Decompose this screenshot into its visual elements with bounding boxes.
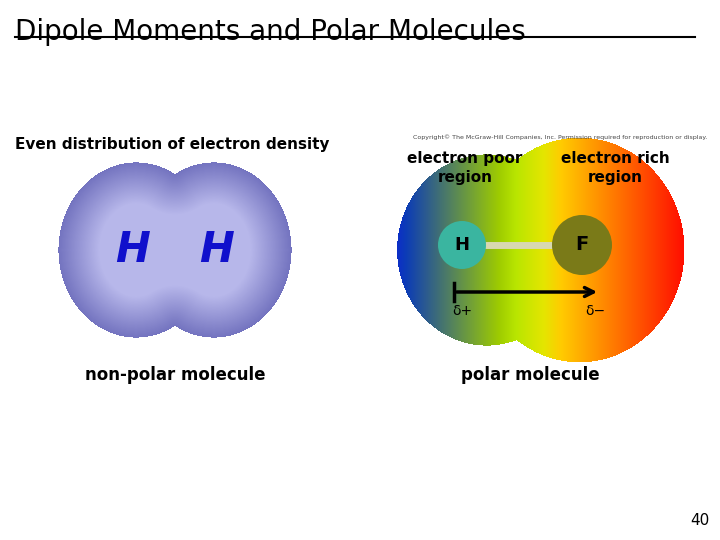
Text: Dipole Moments and Polar Molecules: Dipole Moments and Polar Molecules (15, 18, 526, 46)
Text: F: F (575, 235, 589, 254)
Text: H: H (199, 229, 235, 271)
Text: δ+: δ+ (452, 304, 472, 318)
Text: 40: 40 (690, 513, 710, 528)
Text: polar molecule: polar molecule (461, 366, 599, 384)
Circle shape (438, 221, 486, 269)
Text: electron rich
region: electron rich region (561, 151, 670, 185)
Text: H: H (116, 229, 150, 271)
Text: electron poor
region: electron poor region (408, 151, 523, 185)
Text: H: H (454, 236, 469, 254)
Text: Even distribution of electron density: Even distribution of electron density (15, 138, 330, 152)
Text: Copyright© The McGraw-Hill Companies, Inc. Permission required for reproduction : Copyright© The McGraw-Hill Companies, In… (413, 134, 707, 140)
Text: δ−: δ− (585, 304, 605, 318)
Circle shape (552, 215, 612, 275)
Text: non-polar molecule: non-polar molecule (85, 366, 265, 384)
